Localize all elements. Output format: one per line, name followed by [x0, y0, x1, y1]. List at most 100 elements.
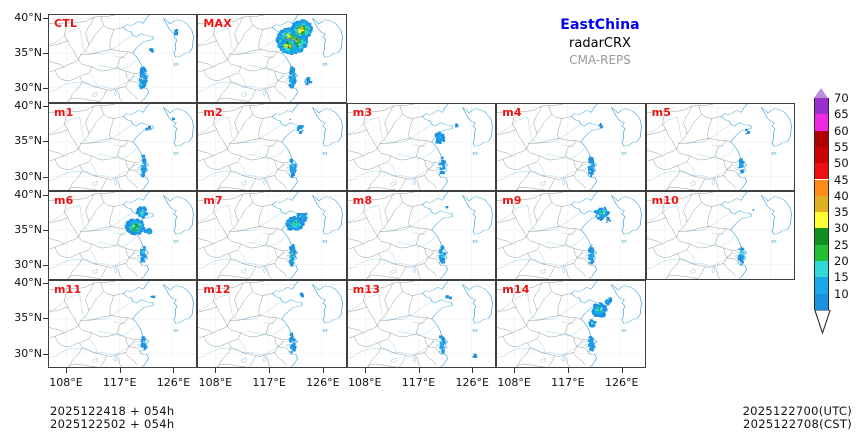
colorbar-segment-70: [814, 98, 829, 115]
colorbar-tick-35: 35: [834, 205, 849, 220]
y-axis-label-row1-35N: 35°N: [14, 134, 42, 148]
footer-valid-cst: 2025122708(CST): [743, 417, 852, 431]
colorbar-tick-15: 15: [834, 270, 849, 285]
x-axis-tick: [364, 368, 366, 373]
y-axis-label-row3-30N: 30°N: [14, 346, 42, 360]
x-axis-tick: [173, 368, 175, 373]
y-axis-tick: [43, 318, 48, 320]
panel-label-m13: m13: [352, 282, 381, 296]
x-axis-tick: [119, 368, 121, 373]
x-axis-tick: [65, 368, 67, 373]
map-panel-m10[interactable]: m10: [645, 191, 795, 280]
y-axis-tick: [43, 283, 48, 285]
map-panel-m1[interactable]: m1: [48, 102, 198, 191]
panel-label-m10: m10: [651, 194, 679, 207]
x-axis-label-col3-117E: 117°E: [551, 376, 585, 389]
y-axis-tick: [43, 88, 48, 90]
colorbar-segment-45: [814, 179, 829, 196]
map-panel-m8[interactable]: m8: [346, 191, 497, 280]
colorbar-segment-10: [814, 293, 829, 310]
map-panel-m9[interactable]: m9: [496, 191, 646, 280]
map-panel-m14[interactable]: m14: [496, 279, 646, 368]
footer-init-time-2: 2025122502 + 054h: [50, 417, 175, 431]
map-panel-m5[interactable]: m5: [645, 102, 795, 191]
colorbar-tick-70: 70: [834, 91, 849, 105]
colorbar-segment-15: [814, 277, 829, 294]
panel-label-m1: m1: [54, 105, 74, 119]
footer-init-time-1: 2025122418 + 054h: [50, 404, 175, 418]
y-axis-label-row1-40N: 40°N: [14, 99, 42, 113]
colorbar-segment-60: [814, 130, 829, 147]
colorbar-under-arrow: [814, 309, 831, 334]
y-axis-tick: [43, 353, 48, 355]
colorbar-tick-25: 25: [834, 237, 849, 252]
x-axis-label-col1-108E: 108°E: [198, 376, 233, 389]
y-axis-label-row0-35N: 35°N: [14, 45, 42, 59]
x-axis-label-col0-126E: 126°E: [156, 376, 191, 389]
y-axis-label-row3-40N: 40°N: [14, 276, 42, 290]
map-panel-m12[interactable]: m12: [197, 279, 347, 368]
y-axis-tick: [43, 17, 48, 19]
y-axis-tick: [43, 265, 48, 267]
y-axis-label-row0-30N: 30°N: [14, 81, 42, 95]
colorbar-tick-10: 10: [834, 286, 849, 301]
colorbar-segment-40: [814, 195, 829, 213]
footer-valid-utc: 2025122700(UTC): [742, 404, 852, 418]
colorbar-segment-25: [814, 244, 829, 261]
x-axis-label-col1-126E: 126°E: [306, 376, 340, 389]
y-axis-tick: [43, 176, 48, 178]
panel-label-m11: m11: [54, 282, 82, 296]
x-axis-tick: [514, 368, 516, 373]
x-axis-tick: [418, 368, 420, 373]
y-axis-label-row2-30N: 30°N: [14, 258, 42, 272]
colorbar-tick-45: 45: [834, 172, 849, 187]
x-axis-label-col2-108E: 108°E: [347, 376, 382, 389]
x-axis-tick: [269, 368, 271, 373]
y-axis-tick: [43, 52, 48, 54]
panel-label-m2: m2: [203, 105, 223, 119]
y-axis-label-row2-35N: 35°N: [14, 222, 42, 236]
colorbar-tick-20: 20: [834, 254, 849, 268]
map-panel-m2[interactable]: m2: [197, 102, 347, 191]
colorbar-tick-55: 55: [834, 139, 849, 154]
panel-label-m6: m6: [54, 194, 74, 207]
y-axis-tick: [43, 106, 48, 108]
map-panel-m6[interactable]: m6: [48, 191, 198, 280]
panel-label-m3: m3: [352, 105, 373, 119]
map-panel-max[interactable]: MAX: [197, 14, 347, 103]
y-axis-tick: [43, 229, 48, 231]
map-panel-ctl[interactable]: CTL: [48, 14, 198, 103]
panel-label-ctl: CTL: [54, 17, 78, 30]
chart-title-model: CMA-REPS: [569, 53, 631, 68]
y-axis-label-row2-40N: 40°N: [14, 187, 42, 201]
x-axis-label-col3-108E: 108°E: [497, 376, 531, 389]
chart-title-sub: radarCRX: [569, 35, 631, 51]
colorbar-over-arrow: [814, 88, 828, 98]
map-panel-m13[interactable]: m13: [346, 279, 497, 368]
panel-label-m8: m8: [352, 194, 373, 207]
y-axis-label-row1-30N: 30°N: [14, 169, 42, 183]
map-panel-m4[interactable]: m4: [496, 102, 646, 191]
x-axis-tick: [567, 368, 569, 373]
panel-label-m12: m12: [203, 282, 231, 296]
colorbar-segment-55: [814, 146, 829, 164]
panel-label-m4: m4: [502, 105, 522, 119]
colorbar-tick-50: 50: [834, 156, 849, 171]
colorbar-segment-50: [814, 163, 829, 180]
y-axis-label-row0-40N: 40°N: [14, 10, 42, 24]
x-axis-label-col2-126E: 126°E: [455, 376, 490, 389]
x-axis-label-col0-117E: 117°E: [102, 376, 137, 389]
colorbar-tick-30: 30: [834, 221, 849, 236]
colorbar-segment-20: [814, 261, 829, 278]
map-panel-m3[interactable]: m3: [346, 102, 497, 191]
map-panel-m11[interactable]: m11: [48, 279, 198, 368]
colorbar-tick-60: 60: [834, 123, 849, 138]
x-axis-tick: [322, 368, 324, 373]
panel-label-m14: m14: [502, 282, 530, 296]
y-axis-tick: [43, 194, 48, 196]
panel-label-m9: m9: [502, 194, 522, 207]
panel-label-m7: m7: [203, 194, 223, 207]
panel-label-m5: m5: [651, 105, 672, 119]
map-panel-m7[interactable]: m7: [197, 191, 347, 280]
colorbar-segment-30: [814, 228, 829, 245]
